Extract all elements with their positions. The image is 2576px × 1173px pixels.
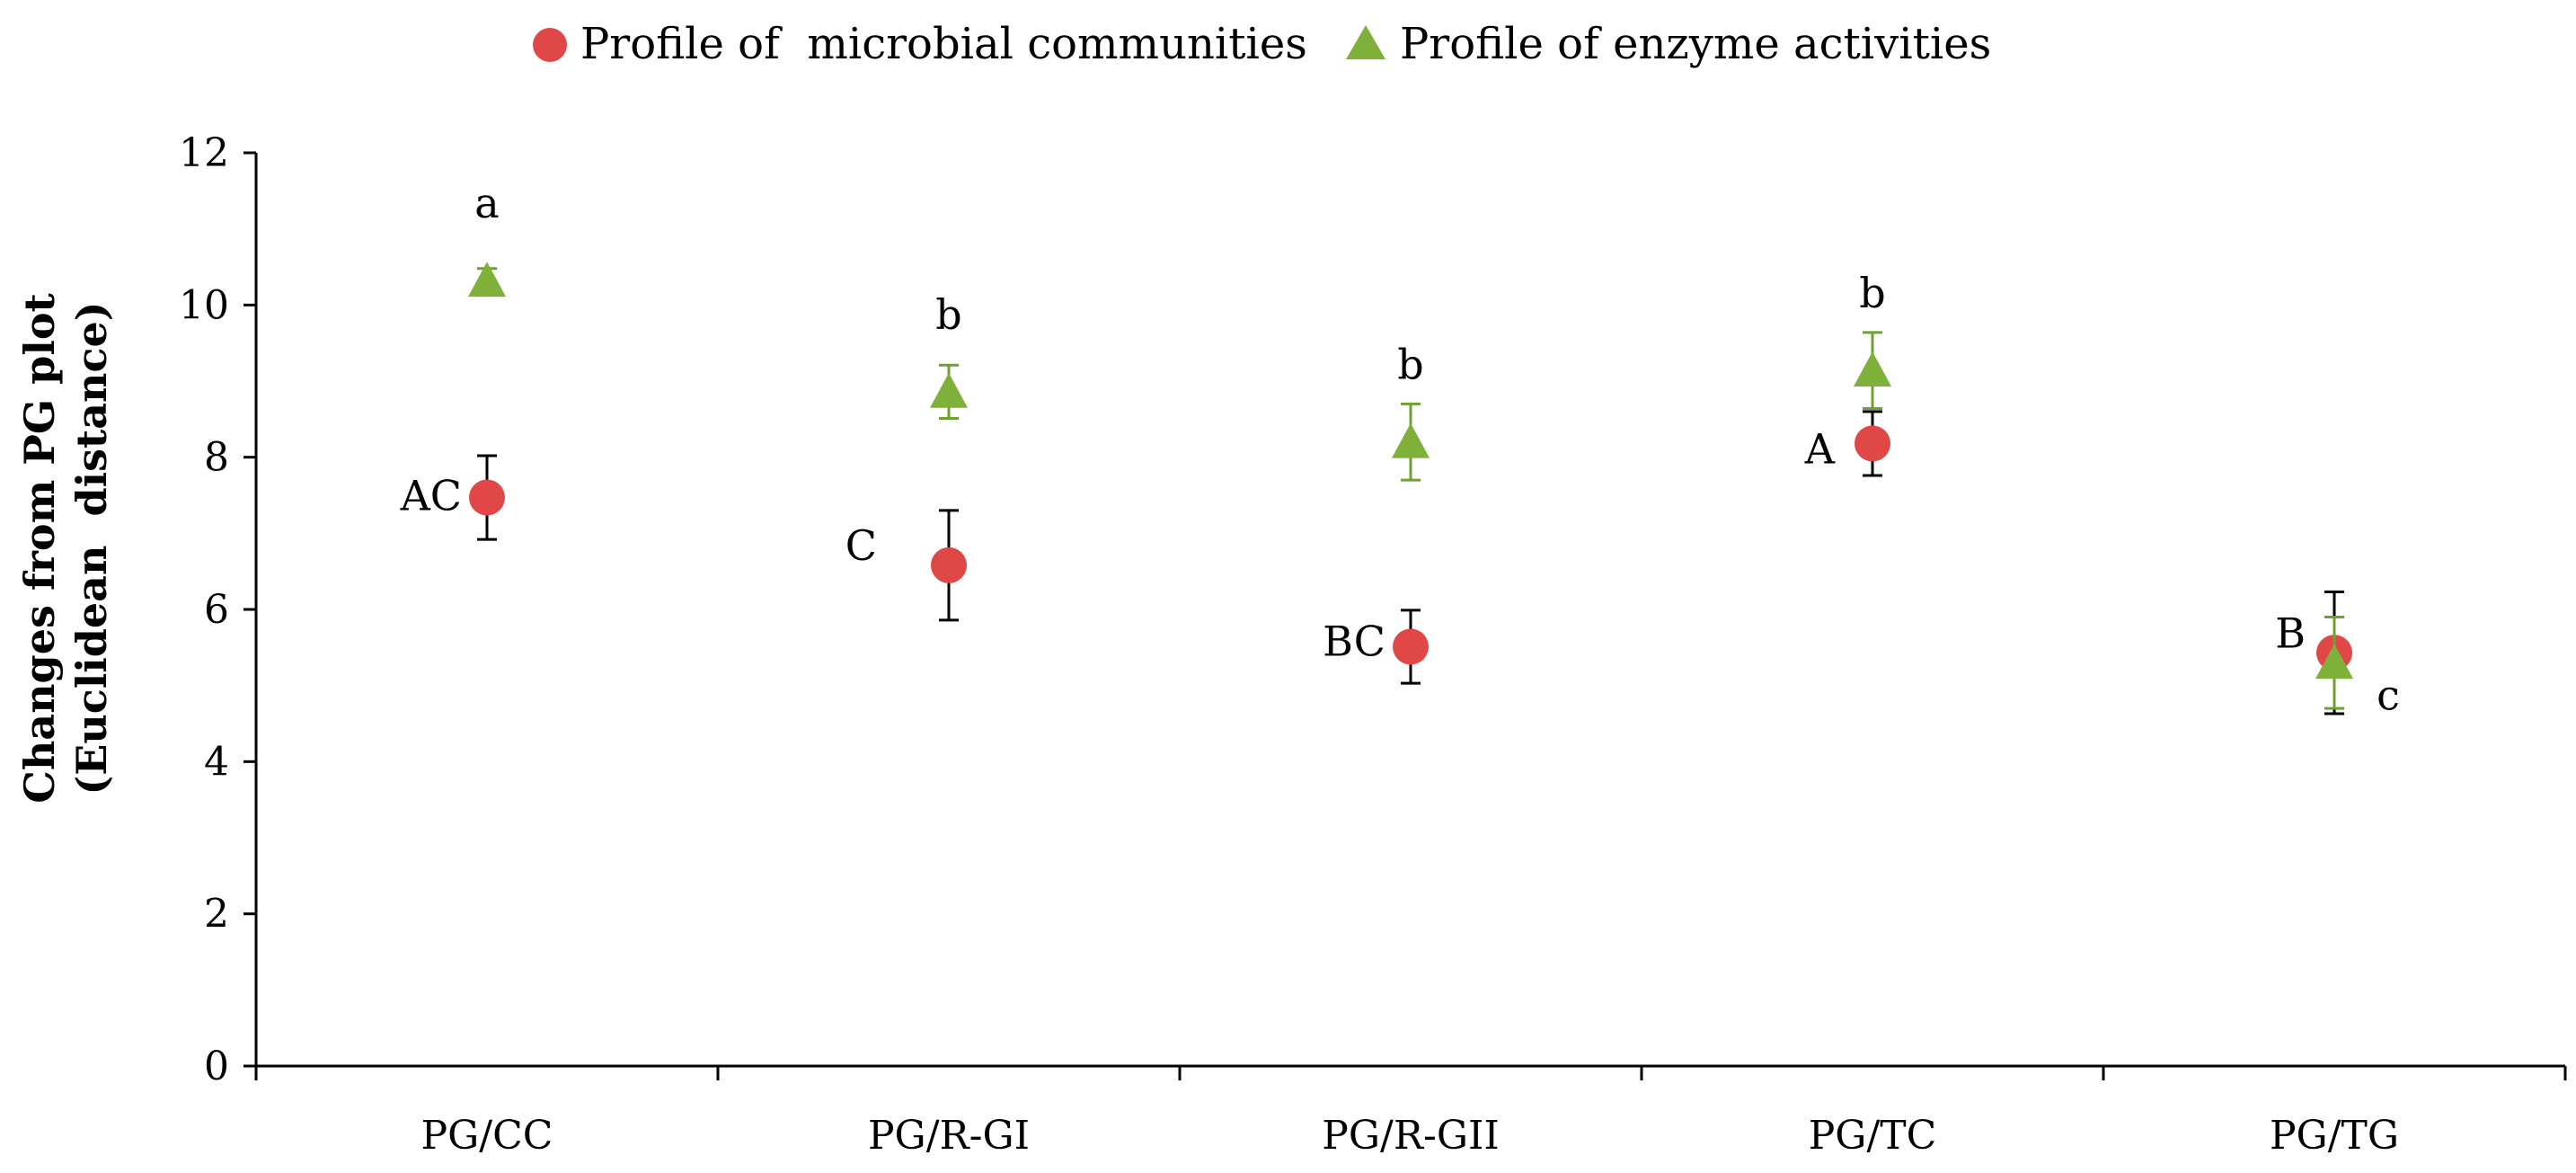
legend-label-microbial: Profile of microbial communities — [580, 19, 1307, 69]
legend: Profile of microbial communities Profile… — [533, 19, 1991, 69]
y-tick-label: 10 — [179, 282, 229, 328]
y-tick-label: 0 — [204, 1044, 229, 1089]
x-category-label: PG/CC — [421, 1113, 553, 1159]
y-tick-label: 12 — [179, 130, 229, 176]
y-tick-label: 4 — [204, 739, 229, 785]
x-ticks: PG/CC PG/R-GI PG/R-GII PG/TC PG/TG — [254, 1066, 2567, 1159]
microbial-point — [1393, 628, 1429, 665]
legend-marker-microbial — [533, 28, 567, 62]
y-tick-label: 8 — [204, 435, 229, 481]
x-category-label: PG/TC — [1809, 1113, 1937, 1159]
microbial-significance-label: AC — [400, 472, 462, 520]
microbial-significance-label: BC — [1323, 617, 1385, 665]
legend-label-enzyme: Profile of enzyme activities — [1400, 19, 1991, 69]
microbial-point — [931, 547, 967, 583]
enzyme-significance-label: b — [935, 290, 961, 339]
x-category-label: PG/TG — [2270, 1113, 2399, 1159]
y-tick-label: 2 — [204, 892, 229, 938]
legend-marker-enzyme — [1346, 25, 1385, 59]
enzyme-significance-label: b — [1397, 341, 1423, 389]
y-axis-title-line-1: Changes from PG plot — [15, 293, 64, 804]
y-tick-label: 6 — [204, 587, 229, 633]
microbial-point — [469, 479, 505, 516]
microbial-point — [1855, 425, 1890, 462]
enzyme-point — [1392, 422, 1430, 458]
x-category-label: PG/R-GI — [868, 1113, 1030, 1159]
plot-area: AC C BC A Ba b b b c — [400, 179, 2400, 719]
enzyme-point — [468, 262, 506, 298]
enzyme-point — [1854, 351, 1891, 387]
microbial-significance-label: B — [2275, 609, 2306, 657]
enzyme-significance-label: a — [474, 179, 499, 227]
enzyme-point — [930, 372, 968, 408]
enzyme-significance-label: b — [1859, 269, 1885, 317]
microbial-significance-label: C — [845, 521, 877, 570]
y-ticks: 0 2 4 6 8 10 12 — [179, 130, 256, 1089]
enzyme-significance-label: c — [2377, 671, 2400, 719]
enzyme-point — [2315, 644, 2353, 680]
microbial-significance-label: A — [1804, 424, 1836, 473]
x-category-label: PG/R-GII — [1322, 1113, 1499, 1159]
y-axis-title-line-2: (Euclidean distance) — [67, 301, 116, 795]
